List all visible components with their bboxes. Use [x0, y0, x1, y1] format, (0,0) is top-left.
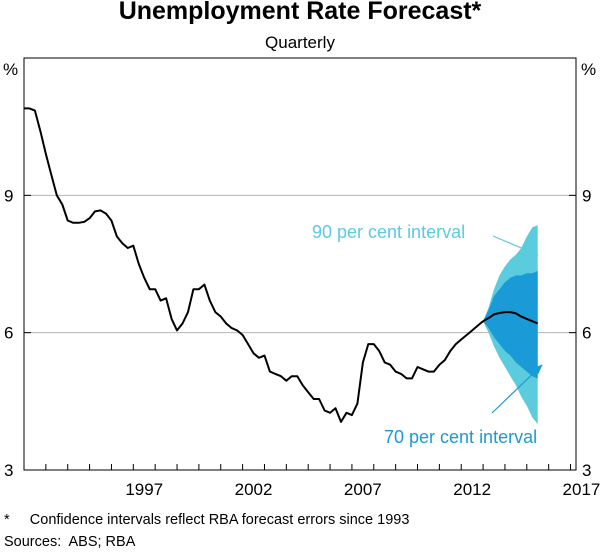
annotation-90-label: 90 per cent interval	[312, 222, 465, 242]
forecast-line	[482, 311, 539, 325]
axis-labels: 3 3 6 6 9 9 1997 2002 2007 2012 2017	[4, 186, 600, 499]
annotation-90-arrow	[492, 235, 539, 256]
x-tick-label: 2012	[453, 480, 491, 499]
axis-ticks	[23, 194, 576, 471]
footnote-asterisk: * Confidence intervals reflect RBA forec…	[4, 512, 410, 528]
footnote-sources: Sources: ABS; RBA	[4, 534, 136, 550]
y-tick-label-right: 6	[582, 324, 591, 343]
series-lines	[24, 107, 539, 423]
band-70-percent	[483, 270, 538, 379]
x-tick-label: 1997	[125, 480, 163, 499]
annotation-70-label: 70 per cent interval	[384, 427, 537, 447]
y-tick-label-right: 3	[582, 461, 591, 480]
actual-line	[24, 107, 484, 423]
y-axis-unit-right: %	[581, 60, 596, 79]
y-tick-label-left: 3	[4, 461, 13, 480]
y-tick-label-left: 6	[4, 324, 13, 343]
y-tick-label-left: 9	[4, 186, 13, 205]
x-tick-label: 2007	[344, 480, 382, 499]
plot-frame	[23, 57, 577, 471]
y-axis-unit-left: %	[3, 60, 18, 79]
y-tick-label-right: 9	[582, 186, 591, 205]
x-tick-label: 2017	[563, 480, 600, 499]
grid-lines	[24, 194, 576, 334]
chart-subtitle: Quarterly	[265, 33, 335, 52]
forecast-bands	[483, 225, 538, 425]
x-tick-label: 2002	[235, 480, 273, 499]
chart-title: Unemployment Rate Forecast*	[118, 0, 482, 25]
annotation-70-arrow	[491, 364, 543, 414]
